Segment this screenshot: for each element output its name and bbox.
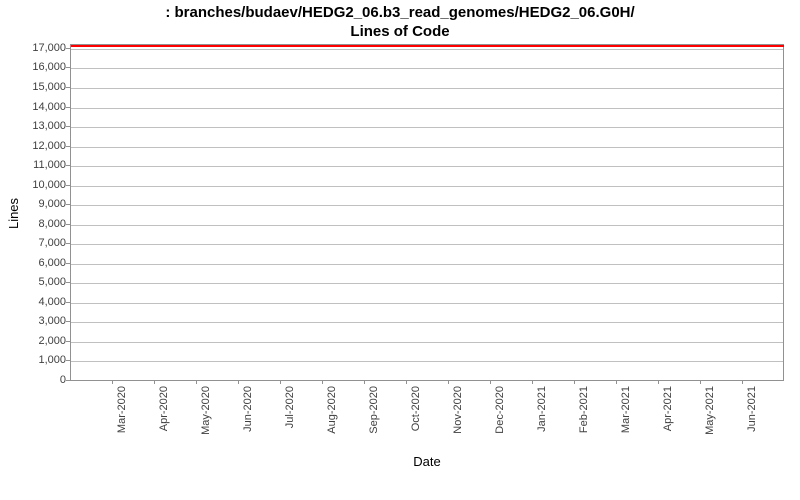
y-tick-label: 13,000 [32,120,66,132]
y-tick-label: 12,000 [32,140,66,152]
x-tick-label: Apr-2020 [158,386,170,431]
x-tick-mark [196,380,197,384]
x-tick-label: Aug-2020 [326,386,338,434]
y-tick-label: 9,000 [38,198,66,210]
x-tick-mark [280,380,281,384]
y-tick-mark [66,126,70,127]
gridline [70,283,783,284]
gridline [70,244,783,245]
gridline [70,68,783,69]
gridline [70,225,783,226]
y-tick-mark [66,282,70,283]
x-tick-mark [490,380,491,384]
y-tick-label: 16,000 [32,61,66,73]
y-tick-mark [66,302,70,303]
gridline [70,205,783,206]
x-tick-mark [574,380,575,384]
y-tick-label: 11,000 [33,159,66,171]
gridline [70,108,783,109]
gridline [70,264,783,265]
y-tick-label: 4,000 [38,296,66,308]
gridline [70,342,783,343]
y-tick-label: 14,000 [32,101,66,113]
y-tick-mark [66,204,70,205]
y-tick-label: 2,000 [38,335,66,347]
x-tick-label: Jul-2020 [284,386,296,428]
y-tick-mark [66,321,70,322]
x-tick-label: Nov-2020 [452,386,464,434]
x-tick-label: May-2021 [704,386,716,435]
y-tick-mark [66,107,70,108]
x-tick-label: Feb-2021 [578,386,590,433]
y-axis-label: Lines [6,198,21,229]
title-line-2: Lines of Code [0,23,800,42]
x-tick-mark [658,380,659,384]
x-tick-label: Jun-2020 [242,386,254,432]
x-tick-label: Mar-2020 [116,386,128,433]
gridline [70,127,783,128]
x-axis-line [70,380,784,381]
x-tick-mark [406,380,407,384]
y-tick-mark [66,48,70,49]
y-tick-mark [66,243,70,244]
x-tick-mark [742,380,743,384]
y-tick-label: 15,000 [32,81,66,93]
y-tick-label: 3,000 [38,315,66,327]
x-tick-label: Dec-2020 [494,386,506,434]
y-tick-label: 6,000 [38,257,66,269]
title-line-1: : branches/budaev/HEDG2_06.b3_read_genom… [0,4,800,23]
x-tick-mark [448,380,449,384]
data-series-line [70,45,784,47]
gridline [70,147,783,148]
y-tick-mark [66,146,70,147]
gridline [70,166,783,167]
x-tick-mark [154,380,155,384]
x-tick-label: May-2020 [200,386,212,435]
x-tick-mark [322,380,323,384]
y-tick-mark [66,185,70,186]
x-tick-label: Mar-2021 [620,386,632,433]
chart-title: : branches/budaev/HEDG2_06.b3_read_genom… [0,4,800,42]
x-tick-mark [238,380,239,384]
gridline [70,322,783,323]
x-tick-label: Jun-2021 [746,386,758,432]
x-tick-mark [112,380,113,384]
y-tick-label: 10,000 [32,179,66,191]
x-tick-mark [532,380,533,384]
y-tick-mark [66,263,70,264]
plot-area [70,44,784,380]
loc-chart: : branches/budaev/HEDG2_06.b3_read_genom… [0,0,800,500]
x-tick-mark [364,380,365,384]
x-tick-mark [616,380,617,384]
y-tick-mark [66,87,70,88]
x-tick-label: Apr-2021 [662,386,674,431]
x-tick-label: Jan-2021 [536,386,548,432]
x-tick-mark [700,380,701,384]
y-tick-mark [66,341,70,342]
y-tick-label: 5,000 [38,276,66,288]
gridline [70,303,783,304]
gridline [70,88,783,89]
y-tick-mark [66,165,70,166]
y-tick-label: 8,000 [38,218,66,230]
gridline [70,49,783,50]
y-axis-line [70,44,71,380]
y-tick-label: 17,000 [32,42,66,54]
y-tick-label: 1,000 [38,354,66,366]
y-tick-label: 7,000 [38,237,66,249]
gridline [70,186,783,187]
gridline [70,361,783,362]
y-tick-mark [66,360,70,361]
y-tick-mark [66,224,70,225]
y-tick-mark [66,67,70,68]
x-tick-label: Sep-2020 [368,386,380,434]
y-tick-mark [66,380,70,381]
x-axis-label: Date [70,454,784,469]
x-tick-label: Oct-2020 [410,386,422,431]
